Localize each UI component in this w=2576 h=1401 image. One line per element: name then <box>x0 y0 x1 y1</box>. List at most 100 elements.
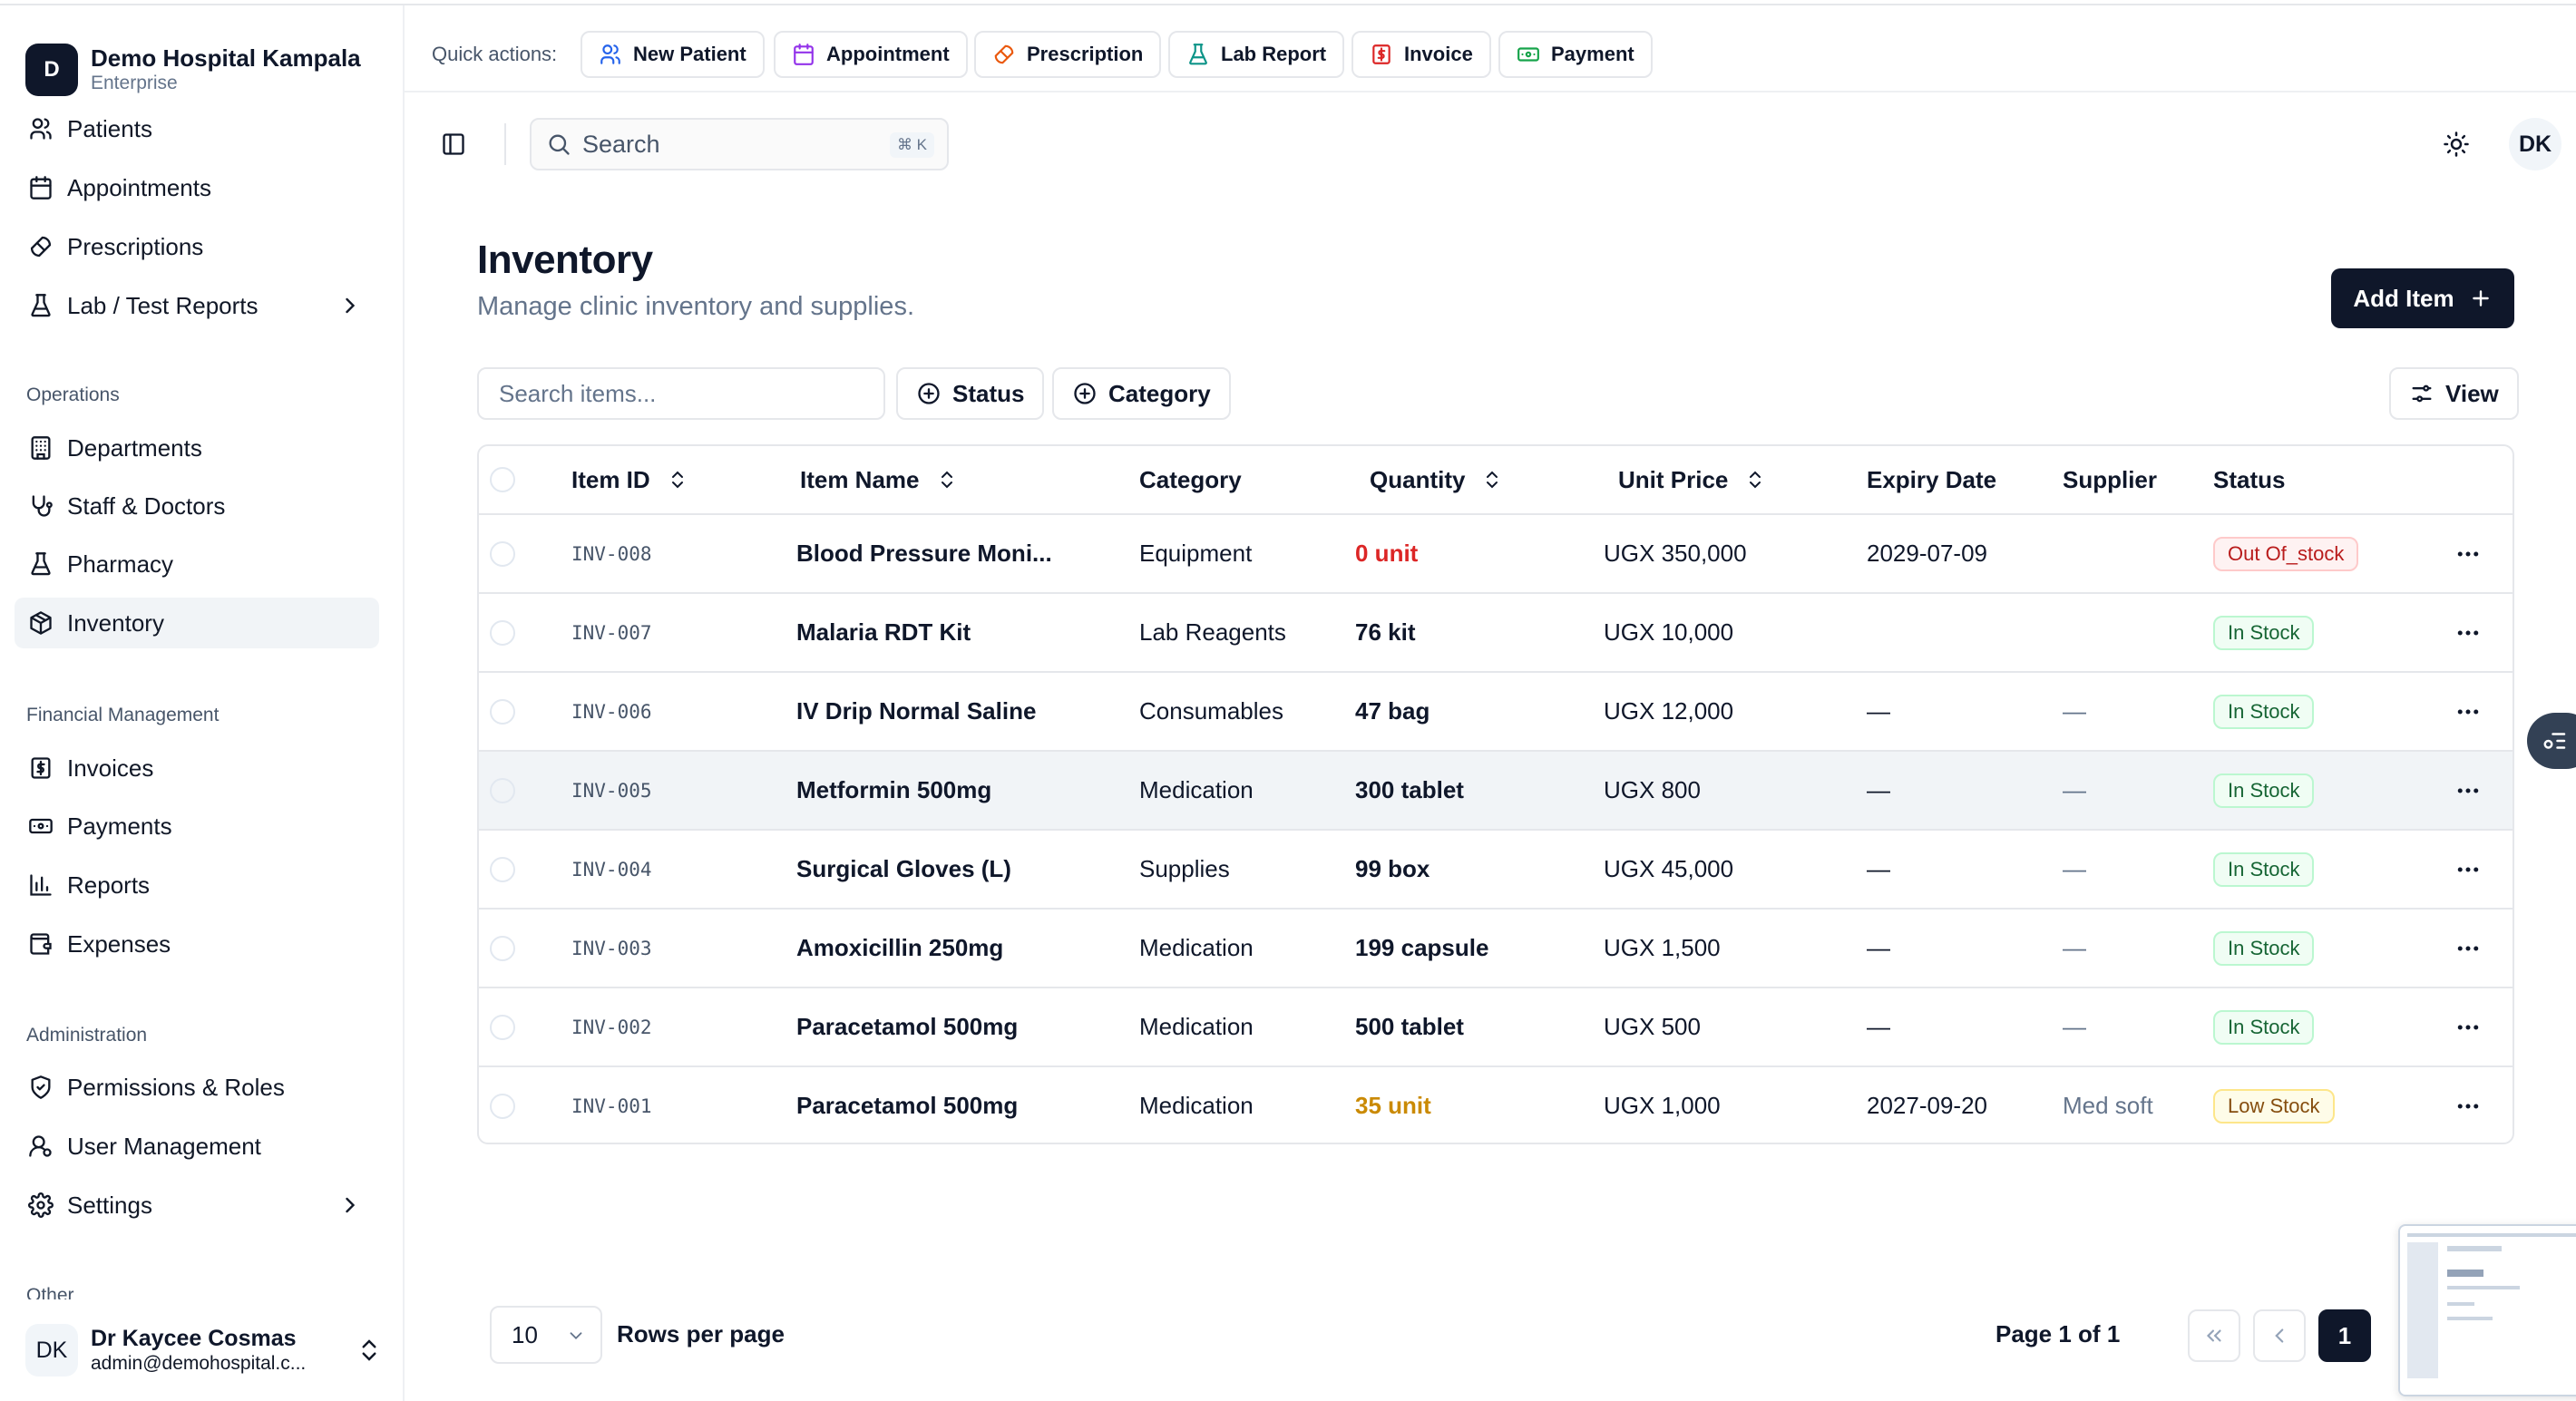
row-actions-button[interactable] <box>2454 1067 2482 1143</box>
quick-action-label: Appointment <box>826 43 950 65</box>
status-badge: Out Of_stock <box>2213 536 2359 571</box>
item-id: INV-001 <box>571 1095 652 1117</box>
sidebar-item-pharmacy[interactable]: Pharmacy <box>15 539 379 589</box>
quick-action-invoice[interactable]: Invoice <box>1351 31 1491 78</box>
select-all-checkbox[interactable] <box>490 446 515 513</box>
panel-left-icon <box>443 133 464 155</box>
sidebar-item-settings[interactable]: Settings <box>15 1180 379 1231</box>
org-switcher[interactable]: D Demo Hospital Kampala Enterprise <box>25 44 361 96</box>
row-actions-button[interactable] <box>2454 831 2482 908</box>
sidebar-item-lab-reports[interactable]: Lab / Test Reports <box>15 280 379 331</box>
row-checkbox[interactable] <box>490 673 515 750</box>
screen-thumbnail[interactable] <box>2398 1224 2576 1396</box>
floating-panel-button[interactable] <box>2527 713 2576 769</box>
sidebar-item-payments[interactable]: Payments <box>15 801 379 851</box>
user-name: Dr Kaycee Cosmas <box>91 1326 297 1351</box>
table-row[interactable]: INV-004 Surgical Gloves (L) Supplies 99 box… <box>479 829 2513 908</box>
category-filter-button[interactable]: Category <box>1052 367 1231 420</box>
row-checkbox[interactable] <box>490 1067 515 1143</box>
table-row[interactable]: INV-006 IV Drip Normal Saline Consumables 4… <box>479 671 2513 750</box>
status-cell: In Stock <box>2213 752 2315 829</box>
table-row[interactable]: INV-002 Paracetamol 500mg Medication 500 ta… <box>479 987 2513 1065</box>
column-header-quantity[interactable]: Quantity <box>1370 446 1503 513</box>
column-header-item-name[interactable]: Item Name <box>800 446 958 513</box>
item-category: Medication <box>1139 1092 1254 1119</box>
items-search-input[interactable]: Search items... <box>477 367 885 420</box>
status-cell: In Stock <box>2213 673 2315 750</box>
sidebar-item-permissions-roles[interactable]: Permissions & Roles <box>15 1062 379 1113</box>
row-actions-button[interactable] <box>2454 910 2482 987</box>
sidebar-item-staff-doctors[interactable]: Staff & Doctors <box>15 481 379 531</box>
sidebar-item-invoices[interactable]: Invoices <box>15 743 379 793</box>
flask-icon <box>27 292 54 319</box>
item-quantity: 199 capsule <box>1355 934 1489 961</box>
row-checkbox[interactable] <box>490 515 515 592</box>
sidebar-item-expenses[interactable]: Expenses <box>15 919 379 969</box>
column-header-item-id[interactable]: Item ID <box>571 446 688 513</box>
row-actions-button[interactable] <box>2454 515 2482 592</box>
quick-action-payment[interactable]: Payment <box>1498 31 1653 78</box>
row-actions-button[interactable] <box>2454 673 2482 750</box>
row-checkbox[interactable] <box>490 831 515 908</box>
global-search[interactable]: Search ⌘ K <box>530 118 949 170</box>
page-title: Inventory <box>477 238 653 282</box>
section-label-financial: Financial Management <box>26 705 220 725</box>
view-options-button[interactable]: View <box>2389 367 2519 420</box>
shield-check-icon <box>27 1074 54 1101</box>
item-expiry-date: — <box>1867 855 1890 882</box>
quick-action-appointment[interactable]: Appointment <box>774 31 968 78</box>
previous-page-button[interactable] <box>2253 1309 2306 1362</box>
table-row[interactable]: INV-003 Amoxicillin 250mg Medication 199 ca… <box>479 908 2513 987</box>
table-row[interactable]: INV-007 Malaria RDT Kit Lab Reagents 76 kit… <box>479 592 2513 671</box>
quick-action-prescription[interactable]: Prescription <box>974 31 1162 78</box>
sidebar-item-user-management[interactable]: User Management <box>15 1121 379 1172</box>
header-avatar[interactable]: DK <box>2509 118 2561 170</box>
sidebar-item-inventory[interactable]: Inventory <box>15 598 379 648</box>
quick-action-new-patient[interactable]: New Patient <box>581 31 765 78</box>
items-search-placeholder: Search items... <box>499 379 657 407</box>
section-label-operations: Operations <box>26 384 120 405</box>
sidebar-item-appointments[interactable]: Appointments <box>15 162 379 213</box>
quick-action-lab-report[interactable]: Lab Report <box>1168 31 1345 78</box>
sidebar-item-prescriptions[interactable]: Prescriptions <box>15 221 379 272</box>
status-cell: Out Of_stock <box>2213 515 2359 592</box>
status-cell: In Stock <box>2213 594 2315 671</box>
sidebar-item-departments[interactable]: Departments <box>15 423 379 473</box>
sidebar-toggle-button[interactable] <box>432 119 475 170</box>
receipt-icon <box>1372 44 1390 64</box>
row-actions-button[interactable] <box>2454 988 2482 1065</box>
row-checkbox[interactable] <box>490 594 515 671</box>
gear-icon <box>27 1192 54 1219</box>
add-item-button[interactable]: Add Item <box>2331 268 2514 328</box>
item-name: Paracetamol 500mg <box>796 1013 1019 1040</box>
row-actions-button[interactable] <box>2454 752 2482 829</box>
first-page-button[interactable] <box>2188 1309 2240 1362</box>
user-cog-icon <box>27 1133 54 1160</box>
status-cell: In Stock <box>2213 988 2315 1065</box>
sidebar: D Demo Hospital Kampala Enterprise Patie… <box>0 5 405 1401</box>
users-icon <box>600 44 620 64</box>
status-filter-button[interactable]: Status <box>896 367 1045 420</box>
theme-toggle-button[interactable] <box>2433 121 2480 168</box>
search-shortcut: ⌘ K <box>889 132 934 158</box>
item-supplier: — <box>2063 934 2086 961</box>
row-checkbox[interactable] <box>490 910 515 987</box>
table-row[interactable]: INV-008 Blood Pressure Moni... Equipment 0 … <box>479 513 2513 592</box>
page-1-button[interactable]: 1 <box>2318 1309 2371 1362</box>
sidebar-item-reports[interactable]: Reports <box>15 860 379 910</box>
table-row[interactable]: INV-005 Metformin 500mg Medication 300 tabl… <box>479 750 2513 829</box>
column-header-unit-price[interactable]: Unit Price <box>1618 446 1766 513</box>
user-menu[interactable]: DK Dr Kaycee Cosmas admin@demohospital.c… <box>25 1324 388 1377</box>
item-supplier: — <box>2063 1013 2086 1040</box>
table-row[interactable]: INV-001 Paracetamol 500mg Medication 35 uni… <box>479 1065 2513 1143</box>
sidebar-item-label: Staff & Doctors <box>67 491 226 520</box>
rows-per-page-select[interactable]: 10 <box>490 1306 602 1364</box>
quick-actions-bar: Quick actions: New Patient Appointment P… <box>405 5 2576 92</box>
row-checkbox[interactable] <box>490 988 515 1065</box>
row-actions-button[interactable] <box>2454 594 2482 671</box>
user-email: admin@demohospital.c... <box>91 1353 307 1374</box>
sidebar-item-label: Expenses <box>67 929 171 958</box>
page-info: Page 1 of 1 <box>1995 1320 2121 1347</box>
row-checkbox[interactable] <box>490 752 515 829</box>
sidebar-item-patients[interactable]: Patients <box>15 103 379 154</box>
